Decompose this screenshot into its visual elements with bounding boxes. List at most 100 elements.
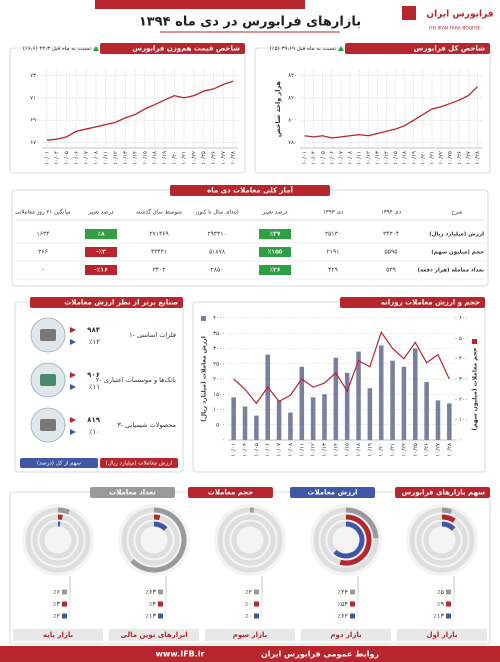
y-tick-label: ۰	[222, 438, 225, 444]
value-label: ٪۶۳	[146, 588, 157, 596]
legend-swatch	[472, 339, 477, 344]
table-cell: ۲۹۳۳۱۰	[207, 231, 226, 238]
legend-tab	[188, 487, 273, 498]
value-bar	[424, 382, 429, 440]
table-cell: ۴۲۹	[328, 267, 338, 274]
y2-axis-label: حجم معاملات (میلیون سهم)	[472, 347, 479, 430]
x-tick-label: ۱۰/۱۹	[411, 151, 417, 165]
panel-title-bar	[340, 297, 485, 308]
value-label: ٪۱۳	[434, 612, 445, 620]
market-label-bar	[205, 629, 295, 641]
industry-icon-shape	[40, 374, 56, 386]
x-tick-label: ۱۰/۱۳	[375, 151, 381, 165]
value-bar	[310, 397, 316, 440]
table-cell: ۳۴۳۰۴	[383, 231, 399, 238]
table-cell: ۲۶۶	[38, 249, 48, 256]
x-tick-label: ۱۰/۲۷	[221, 151, 227, 165]
x-tick-label: ۱۰/۲۵	[448, 151, 454, 165]
donut-arc	[333, 521, 365, 559]
y-tick-label: ۷۳۰	[30, 73, 39, 79]
table-cell: -	[42, 267, 44, 274]
x-tick-label: ۱۰/۲۱	[390, 443, 396, 457]
market-label-bar	[397, 629, 487, 641]
legend-tab	[290, 487, 375, 498]
x-tick-label: ۱۰/۲۰	[172, 151, 178, 165]
panel-title: سهم بازارهای فرابورس	[401, 489, 485, 497]
value-bar	[447, 403, 452, 440]
x-tick-label: ۱۰/۰۶	[265, 443, 271, 457]
value-label: ٪۵۴	[338, 600, 349, 608]
change-cell	[259, 265, 291, 275]
y-axis-label: هزار واحد شاخص	[274, 80, 282, 137]
panel-title: شاخص قیمت هم‌وزن فرابورس	[132, 45, 240, 53]
table-header: درصد تغییر	[88, 210, 114, 216]
x-tick-label: ۱۰/۲۲	[439, 151, 445, 165]
y2-tick-label: ۳۰۰	[459, 377, 468, 383]
y2-tick-label: ۴۰۰	[459, 356, 468, 362]
x-tick-label: ۱۰/۰۶	[74, 151, 80, 165]
footer-text: روابط عمومی فرابورس ایران	[261, 650, 379, 660]
legend-swatch	[446, 589, 451, 595]
industry-share: ٪۱۰	[89, 428, 100, 436]
donut-arc	[153, 521, 168, 531]
x-tick-label: ۱۰/۲۱	[429, 151, 435, 165]
change-cell	[85, 265, 117, 275]
y-tick-label: ۴۰۰۰	[213, 316, 225, 322]
x-tick-label: ۱۰/۱۹	[162, 151, 168, 165]
x-tick-label: ۱۰/۱۳	[322, 443, 328, 457]
table-header: دی ۱۳۹۳	[323, 210, 344, 216]
table-header: میانگین ۲۱ روز معاملاتی	[15, 209, 71, 216]
legend-swatch	[254, 589, 259, 595]
value-bar	[344, 372, 350, 440]
panel-title-bar	[345, 43, 490, 54]
footer-bar	[0, 646, 500, 662]
page-title: بازارهای فرابورس در دی ماه ۱۳۹۴	[139, 15, 361, 30]
value-marker	[70, 372, 76, 378]
market-label: بازار سوم	[233, 631, 268, 639]
table-cell: ۲۱۹۱	[327, 249, 340, 256]
y-tick-label: ۵۰۰	[216, 422, 225, 428]
y-tick-label: ۲۵۰۰	[213, 361, 225, 367]
y-tick-label: ۷۱۰	[30, 95, 39, 101]
value-label: ٪۱۳	[146, 612, 157, 620]
legend-swatch	[158, 589, 163, 595]
x-tick-label: ۱۰/۱۵	[393, 151, 399, 165]
x-tick-label: ۱۰/۰۸	[93, 151, 99, 165]
logo-subtext: IFB IRAN FARA BOURSE	[429, 26, 481, 32]
up-arrow	[93, 46, 99, 51]
value-label: ٪۲۴	[338, 588, 349, 596]
x-tick-label: ۱۰/۱۱	[299, 443, 305, 457]
market-label-bar	[109, 629, 199, 641]
x-tick-label: ۱۰/۲۸	[475, 151, 481, 165]
x-tick-label: ۱۰/۲۶	[457, 151, 463, 165]
footer-url: www.IFB.ir	[156, 650, 205, 659]
row-header: تعداد معامله (هزار دفعه)	[417, 268, 484, 274]
value-bar	[367, 388, 373, 440]
x-tick-label: ۱۰/۲۰	[379, 443, 385, 457]
legend-swatch	[350, 613, 355, 619]
industry-value: ۹۸۴	[87, 326, 101, 334]
x-tick-label: ۱۰/۱۲	[311, 443, 317, 457]
donut-track	[224, 514, 276, 566]
panel-title: شاخص کل فرابورس	[414, 45, 485, 53]
value-bar	[288, 412, 293, 440]
y-tick-label: ۶۷۰	[30, 140, 39, 146]
table-header: ابتدای سال تا کنون	[195, 209, 239, 216]
industry-title: صنایع برتر از نظر ارزش معاملات	[64, 299, 178, 307]
industry-share: ٪۱۲	[89, 338, 101, 346]
value-bar	[401, 366, 407, 440]
x-tick-label: ۱۰/۰۸	[348, 151, 354, 165]
value-bar	[254, 415, 259, 440]
x-tick-label: ۱۰/۱۹	[367, 443, 373, 457]
donut-arc	[57, 507, 70, 515]
market-label: بازار اول	[427, 631, 458, 639]
legend-label: حجم معاملات	[208, 489, 254, 497]
share-marker	[70, 339, 76, 345]
industry-legend: ارزش معاملات (میلیارد ریال)	[106, 461, 173, 467]
x-tick-label: ۱۰/۲۲	[401, 443, 407, 457]
market-label-bar	[301, 629, 391, 641]
y-tick-label: ۳۰۰۰	[213, 346, 225, 352]
donut-arc	[441, 507, 453, 514]
value-label: ٪۰	[245, 612, 252, 620]
index-line	[46, 80, 234, 141]
